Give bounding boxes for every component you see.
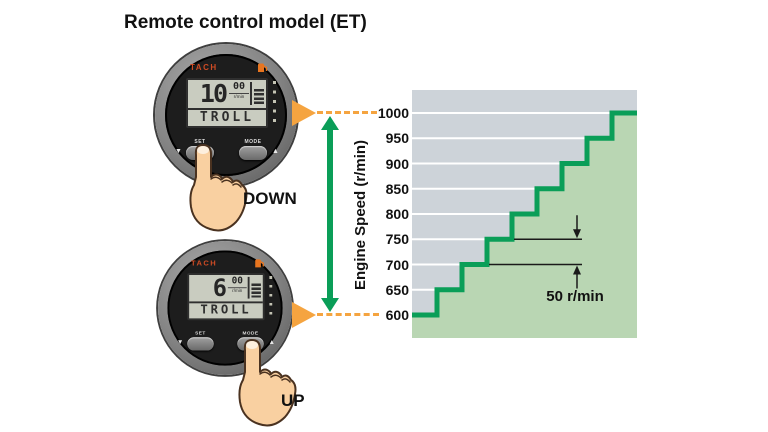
lcd-value: 6	[212, 274, 227, 302]
step-line	[412, 110, 637, 318]
lcd-value-row: 10 00 r/min	[188, 80, 266, 110]
set-button[interactable]	[187, 337, 214, 351]
down-action-label: DOWN	[243, 189, 297, 208]
lcd-display: 6 00 r/min TROLL	[187, 273, 265, 321]
up-action-label: UP	[281, 391, 305, 410]
hand-pressing-mode	[238, 339, 297, 427]
y-tick-label: 650	[385, 281, 409, 298]
figure-title: Remote control model (ET)	[124, 12, 367, 33]
y-tick-label: 900	[385, 155, 409, 172]
fingertip-highlight	[197, 146, 209, 154]
lcd-divider	[247, 276, 250, 299]
y-tick-label: 1000	[377, 105, 409, 121]
y-tick-label: 600	[385, 307, 409, 323]
lcd-bargraph	[251, 283, 261, 300]
set-button-label: SET	[195, 330, 206, 337]
step-chart-svg	[412, 90, 637, 338]
marker-triangle-upper	[292, 100, 316, 126]
gauge-bezel: TACH 6 00 r/min TROLL	[158, 241, 293, 376]
lcd-divider	[250, 82, 252, 105]
tach-brand-label: TACH	[191, 258, 218, 268]
range-double-arrow	[321, 116, 339, 312]
lcd-decimals: 00	[229, 82, 249, 94]
decrease-triangle-icon: ▼	[176, 339, 184, 346]
increase-triangle-icon: ▲	[268, 339, 275, 346]
gauge-face: TACH 10 00 r/min TROLL	[165, 54, 287, 176]
lcd-value-row: 6 00 r/min	[189, 274, 263, 304]
dashed-leader-lower	[317, 313, 379, 316]
y-tick-label: 850	[385, 180, 409, 197]
lcd-unit-label: r/min	[233, 94, 245, 100]
tachometer-lower: TACH 6 00 r/min TROLL	[158, 241, 293, 376]
fuel-warning-icon	[255, 259, 264, 268]
mode-button-label: MODE	[242, 330, 259, 337]
lcd-bargraph	[254, 89, 264, 106]
y-tick-label: 950	[385, 130, 409, 147]
lcd-value: 10	[199, 79, 228, 108]
arrow-down-head	[573, 229, 581, 239]
dashed-leader-upper	[317, 111, 377, 114]
y-tick-label: 700	[385, 256, 409, 273]
tach-brand-label: TACH	[190, 63, 218, 72]
y-tick-label: 800	[385, 206, 409, 222]
lcd-mode-label: TROLL	[200, 303, 252, 318]
increase-triangle-icon: ▲	[272, 148, 279, 155]
lcd-mode-label: TROLL	[199, 110, 255, 125]
lcd-side-ticks	[269, 275, 273, 316]
step-area-fill	[412, 113, 637, 338]
lcd-decimals: 00	[227, 276, 247, 289]
hand-pressing-set	[189, 144, 248, 232]
decrease-triangle-icon: ▼	[175, 148, 182, 155]
mode-button[interactable]	[239, 146, 267, 160]
fingertip-highlight	[246, 341, 258, 349]
mode-button-label: MODE	[244, 139, 262, 145]
lcd-decimals-unit: 00 r/min	[229, 82, 249, 101]
fuel-warning-icon	[258, 63, 268, 72]
step-size-annotation: 50 r/min	[546, 288, 604, 305]
set-button-label: SET	[194, 139, 206, 145]
tachometer-upper: TACH 10 00 r/min TROLL	[155, 44, 297, 186]
lcd-decimals-unit: 00 r/min	[227, 276, 247, 295]
lcd-display: 10 00 r/min TROLL	[186, 78, 268, 128]
lcd-unit-label: r/min	[232, 288, 243, 294]
gauge-bezel: TACH 10 00 r/min TROLL	[155, 44, 297, 186]
marker-triangle-lower	[292, 302, 316, 328]
arrow-up-head	[573, 265, 581, 275]
lcd-side-ticks	[273, 81, 276, 123]
y-tick-label: 750	[385, 231, 409, 248]
